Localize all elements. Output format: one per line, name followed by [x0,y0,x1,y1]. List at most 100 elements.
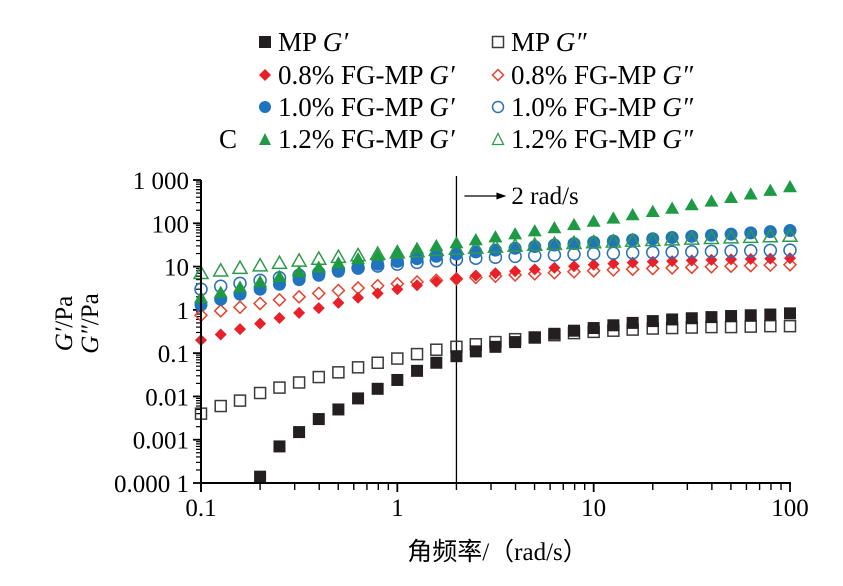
data-point [606,211,621,224]
legend-item-12-g-double-prime: 1.2% FG-MP G″ [491,124,693,154]
data-point [585,233,602,249]
data-point [587,322,600,335]
y-tick-label: 0.1 [158,341,189,368]
y-tick-label: 0.001 [133,428,189,455]
legend: MP G′ MP G″ 0.8% FG-MP G′ 0.8% FG-MP G″ … [0,0,843,170]
data-point [528,331,541,344]
data-point [548,261,561,274]
data-point [665,260,680,275]
legend-label: 0.8% FG-MP G′ [278,60,455,90]
data-point [390,244,405,257]
legend-label: 1.0% FG-MP G″ [511,92,694,122]
x-tick-label: 10 [581,495,606,522]
data-point [646,315,659,328]
data-point [764,319,777,333]
data-point [371,287,384,300]
y-tick-label: 1 [177,298,190,325]
data-point [763,183,778,196]
panel-label: C [219,124,238,154]
data-point [586,246,601,261]
data-point [762,227,779,243]
data-point [272,269,287,283]
data-point [685,244,699,259]
data-point [606,246,621,261]
data-point [567,324,580,337]
data-point [231,259,249,275]
data-point [469,345,482,358]
data-point [704,244,719,259]
data-point [685,229,699,243]
data-point [332,366,345,379]
data-point [646,245,660,260]
data-point [704,259,719,274]
open-triangle-marker-icon [491,132,505,146]
data-point [684,260,699,275]
data-point [371,257,385,271]
data-point [311,260,326,273]
data-point [469,269,482,282]
data-point [468,233,483,246]
data-point [370,248,385,261]
legend-item-mp-g-prime: MP G′ [258,27,348,57]
open-circle-marker-icon [491,100,505,114]
open-square-marker-icon [491,35,505,49]
data-point [547,220,562,234]
data-point [233,280,248,293]
data-point [214,328,227,341]
data-point [450,272,463,285]
data-point [705,311,718,324]
data-point [586,263,601,278]
data-point [528,263,541,276]
data-point [724,190,739,203]
data-point [391,373,404,386]
x-tick-labels: 0.1 1 10 100 [185,495,808,522]
data-point [644,231,662,247]
data-point [331,256,346,269]
data-point [251,257,269,272]
data-point [508,227,523,240]
data-point [742,228,760,244]
data-point [566,264,582,279]
data-point [467,239,485,254]
data-point [783,224,797,238]
data-point [665,230,679,244]
annotation-2-rad-s: 2 rad/s [464,183,579,210]
data-point [430,343,443,356]
data-point [605,233,622,248]
y-axis-title: G′/Pa G″/Pa [51,293,104,353]
data-point [411,279,424,292]
series-mp-g- [194,319,797,420]
data-point [646,255,659,268]
data-point [783,319,797,333]
data-point [272,292,287,307]
data-point [565,234,583,250]
data-point [212,262,229,277]
data-point [567,260,580,273]
data-point [724,320,738,334]
data-point [411,364,424,377]
data-point [705,320,718,334]
data-points [192,179,799,483]
data-point [352,392,365,405]
data-point [722,229,740,244]
data-point [410,347,424,361]
data-point [351,361,365,374]
legend-label: MP G″ [511,27,587,57]
data-point [764,308,777,321]
x-axis-title: 角频率/（rad/s） [407,538,588,566]
data-point [685,312,698,325]
data-point [784,307,796,320]
data-point [587,235,601,249]
data-point [312,370,326,384]
data-point [547,265,562,280]
data-point [704,194,719,207]
data-point [311,286,326,301]
y-tick-label: 10 [164,255,189,282]
data-point [626,316,639,329]
data-point [234,323,247,336]
y-tick-label: 0.000 1 [114,471,189,498]
data-point [253,296,268,311]
filled-circle-marker-icon [259,101,271,113]
data-point [626,256,639,269]
data-point [488,243,502,257]
